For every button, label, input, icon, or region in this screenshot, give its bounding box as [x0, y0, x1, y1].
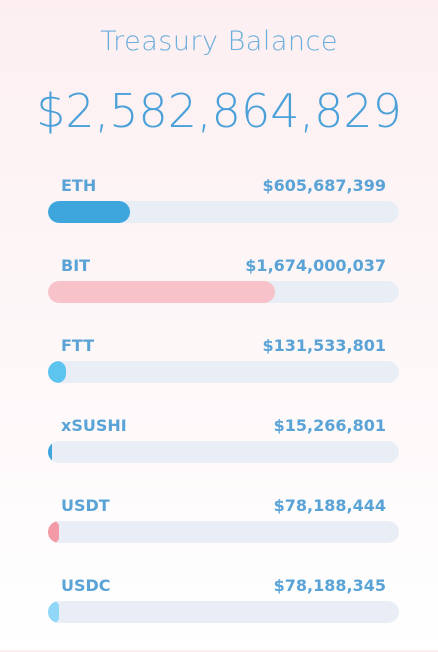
- token-symbol: FTT: [61, 335, 95, 355]
- token-symbol: USDT: [61, 495, 110, 515]
- progress-fill: [48, 521, 59, 543]
- token-amount: $78,188,444: [273, 495, 386, 515]
- token-row-ftt: FTT $131,533,801: [48, 332, 399, 412]
- page-title: Treasury Balance: [100, 26, 338, 57]
- token-amount: $1,674,000,037: [245, 255, 386, 275]
- progress-fill: [48, 281, 275, 303]
- token-amount: $131,533,801: [262, 335, 386, 355]
- token-row-eth: ETH $605,687,399: [48, 172, 399, 252]
- total-balance: $2,582,864,829: [36, 84, 402, 138]
- token-symbol: ETH: [61, 175, 97, 195]
- token-row-usdt: USDT $78,188,444: [48, 492, 399, 572]
- progress-fill: [48, 201, 130, 223]
- progress-track: [48, 441, 399, 463]
- token-row-xsushi: xSUSHI $15,266,801: [48, 412, 399, 492]
- progress-track: [48, 201, 399, 223]
- token-row-bit: BIT $1,674,000,037: [48, 252, 399, 332]
- progress-track: [48, 361, 399, 383]
- token-amount: $605,687,399: [262, 175, 386, 195]
- token-row-usdc: USDC $78,188,345: [48, 572, 399, 652]
- progress-fill: [48, 441, 52, 463]
- progress-fill: [48, 361, 66, 383]
- progress-fill: [48, 601, 59, 623]
- progress-track: [48, 601, 399, 623]
- token-symbol: USDC: [61, 575, 111, 595]
- token-list: ETH $605,687,399 BIT $1,674,000,037 FTT …: [48, 172, 399, 652]
- token-symbol: BIT: [61, 255, 91, 275]
- token-symbol: xSUSHI: [61, 415, 127, 435]
- token-amount: $15,266,801: [273, 415, 386, 435]
- progress-track: [48, 521, 399, 543]
- token-amount: $78,188,345: [273, 575, 386, 595]
- progress-track: [48, 281, 399, 303]
